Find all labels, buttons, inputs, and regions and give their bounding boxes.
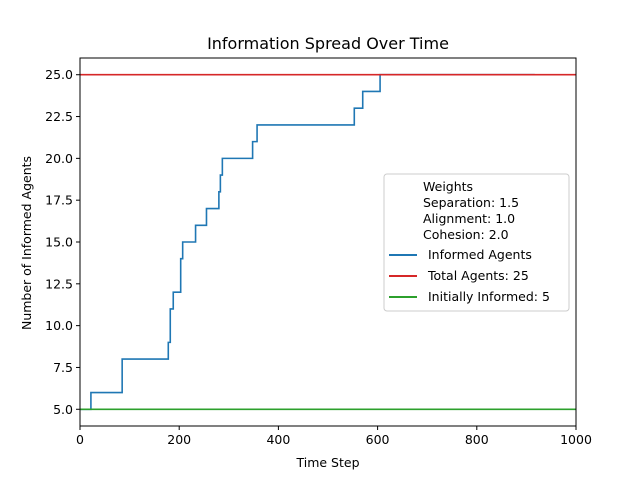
y-tick-label: 15.0 [45, 235, 73, 250]
legend-label-total-agents: Total Agents: 25 [427, 268, 529, 283]
x-tick-label: 1000 [560, 432, 592, 447]
legend-label-informed-agents: Informed Agents [428, 247, 532, 262]
x-axis: 0 200 400 600 800 1000 [76, 426, 592, 447]
x-tick-label: 400 [266, 432, 290, 447]
x-axis-label: Time Step [295, 455, 359, 470]
x-tick-label: 600 [366, 432, 390, 447]
y-axis: 5.0 7.5 10.0 12.5 15.0 17.5 20.0 22.5 25.0 [45, 67, 80, 417]
legend-label-initially-informed: Initially Informed: 5 [428, 289, 550, 304]
y-tick-label: 20.0 [45, 151, 73, 166]
y-tick-label: 22.5 [45, 109, 73, 124]
y-tick-label: 5.0 [53, 402, 73, 417]
y-tick-label: 17.5 [45, 193, 73, 208]
x-tick-label: 800 [465, 432, 489, 447]
y-tick-label: 10.0 [45, 318, 73, 333]
y-tick-label: 7.5 [53, 360, 73, 375]
legend-header-alignment: Alignment: 1.0 [423, 211, 515, 226]
chart-title: Information Spread Over Time [207, 34, 449, 53]
y-axis-label: Number of Informed Agents [19, 156, 34, 330]
series-line-informed-agents [80, 73, 535, 411]
legend-header-weights: Weights [423, 179, 473, 194]
legend-header-separation: Separation: 1.5 [423, 195, 519, 210]
x-tick-label: 200 [167, 432, 191, 447]
y-tick-label: 12.5 [45, 276, 73, 291]
legend-header-cohesion: Cohesion: 2.0 [423, 227, 509, 242]
x-tick-label: 0 [76, 432, 84, 447]
legend: Weights Separation: 1.5 Alignment: 1.0 C… [383, 173, 570, 312]
legend-box [383, 173, 570, 312]
y-tick-label: 25.0 [45, 67, 73, 82]
